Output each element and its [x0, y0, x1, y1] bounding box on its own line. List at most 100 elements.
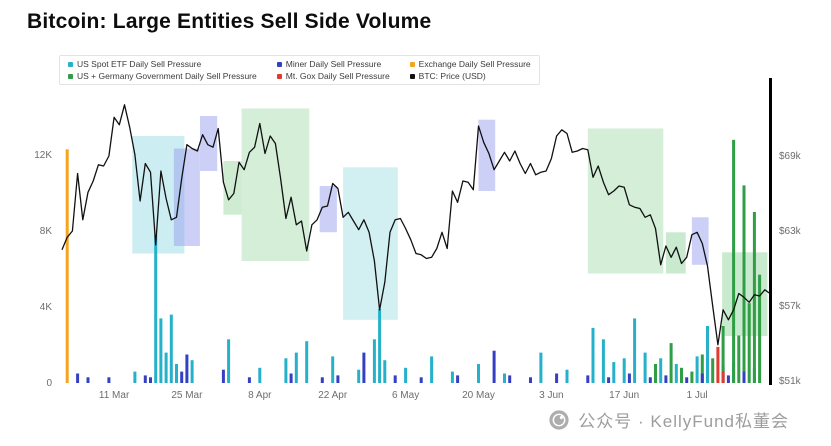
bar-miner [726, 375, 730, 383]
bar-gov [669, 343, 673, 383]
bar-etf [633, 318, 637, 383]
bar-etf [477, 364, 480, 383]
bar-gov [752, 212, 756, 383]
legend-item: US Spot ETF Daily Sell Pressure [68, 59, 257, 69]
right-axis-tick: $69k [779, 151, 802, 162]
page-title: Bitcoin: Large Entities Sell Side Volume [27, 10, 432, 33]
bar-gov [758, 274, 762, 383]
bar-miner [247, 377, 251, 383]
legend-label: Mt. Gox Daily Sell Pressure [285, 71, 390, 81]
legend-marker-icon [276, 61, 282, 67]
legend-item: Miner Daily Sell Pressure [276, 59, 390, 69]
bar-etf [227, 339, 231, 383]
bar-miner [586, 375, 590, 383]
watermark-logo-icon [549, 409, 569, 430]
highlight-region [478, 119, 496, 191]
bar-miner [492, 350, 496, 383]
bar-miner [185, 354, 189, 383]
bar-etf [190, 360, 194, 383]
legend-marker-icon [409, 61, 415, 67]
bar-etf [159, 318, 163, 383]
bar-miner [456, 375, 460, 383]
bar-etf [622, 358, 626, 383]
legend-marker-icon [68, 73, 73, 79]
bar-etf [175, 364, 178, 383]
bar-gov [680, 367, 683, 383]
bar-etf [154, 234, 158, 383]
bar-etf [294, 352, 298, 383]
legend-item: Mt. Gox Daily Sell Pressure [276, 71, 390, 81]
bar-miner [664, 375, 668, 383]
chart-legend: US Spot ETF Daily Sell Pressure US + Germ… [59, 55, 540, 85]
highlight-region [173, 148, 200, 246]
legend-label: US Spot ETF Daily Sell Pressure [77, 59, 202, 69]
watermark-text: 公众号 · KellyFund私董会 [578, 412, 789, 431]
legend-item: Exchange Daily Sell Pressure [409, 59, 531, 69]
bar-etf [601, 339, 605, 383]
bar-etf [404, 367, 408, 383]
bar-etf [565, 369, 569, 383]
bar-gov [737, 335, 741, 383]
bar-gov [742, 185, 746, 383]
bar-etf [284, 358, 288, 383]
bar-miner [419, 377, 423, 383]
bar-miner [221, 369, 225, 383]
x-axis-tick: 1 Jul [687, 390, 708, 401]
bar-miner [508, 375, 512, 383]
bar-gov [711, 358, 715, 383]
x-axis-tick: 22 Apr [318, 390, 348, 401]
bar-etf [383, 360, 387, 383]
bar-miner [607, 377, 611, 383]
highlight-region [241, 108, 310, 261]
legend-label: BTC: Price (USD) [418, 71, 486, 81]
bar-etf [169, 314, 173, 383]
x-axis-tick: 6 May [392, 390, 419, 401]
x-axis-tick: 11 Mar [99, 390, 130, 401]
legend-label: US + Germany Government Daily Sell Press… [77, 71, 257, 81]
bar-miner [627, 373, 631, 383]
right-axis-tick: $51k [779, 376, 802, 387]
bar-etf [674, 364, 678, 383]
highlight-region [223, 161, 242, 215]
bar-etf [643, 352, 647, 383]
bar-gov [654, 364, 657, 383]
bar-miner [336, 375, 340, 383]
bar-etf [258, 367, 262, 383]
bar-etf [164, 352, 168, 383]
bar-gov [721, 326, 725, 383]
bar-miner [700, 373, 704, 383]
bar-exchange [65, 149, 69, 383]
x-axis-tick: 25 Mar [171, 390, 203, 401]
bar-miner [107, 377, 111, 383]
bar-gox [721, 371, 725, 383]
bar-miner [742, 371, 746, 383]
bar-etf [539, 352, 543, 383]
legend-marker-icon [409, 73, 415, 79]
bar-etf [591, 327, 595, 383]
bar-etf [331, 356, 335, 383]
bar-miner [76, 373, 80, 383]
bar-etf [450, 371, 454, 383]
bar-etf [430, 356, 434, 383]
bar-miner [393, 375, 397, 383]
bar-etf [503, 373, 506, 383]
bar-miner [529, 377, 532, 383]
bar-etf [372, 339, 376, 383]
bar-gov [732, 139, 736, 383]
highlight-region [587, 128, 664, 274]
x-axis-tick: 20 May [462, 390, 495, 401]
legend-item: US + Germany Government Daily Sell Press… [68, 71, 257, 81]
bar-miner [685, 377, 689, 383]
bar-miner [320, 377, 324, 383]
bar-gov [690, 371, 694, 383]
bar-gox [716, 346, 720, 383]
x-axis-tick: 3 Jun [539, 390, 563, 401]
right-axis-tick: $63k [779, 226, 802, 237]
bar-etf [305, 341, 309, 383]
bar-etf [612, 362, 616, 383]
legend-marker-icon [276, 73, 282, 79]
highlight-region [200, 116, 218, 171]
left-axis-tick: 12K [34, 150, 52, 161]
bar-gov [700, 354, 704, 383]
